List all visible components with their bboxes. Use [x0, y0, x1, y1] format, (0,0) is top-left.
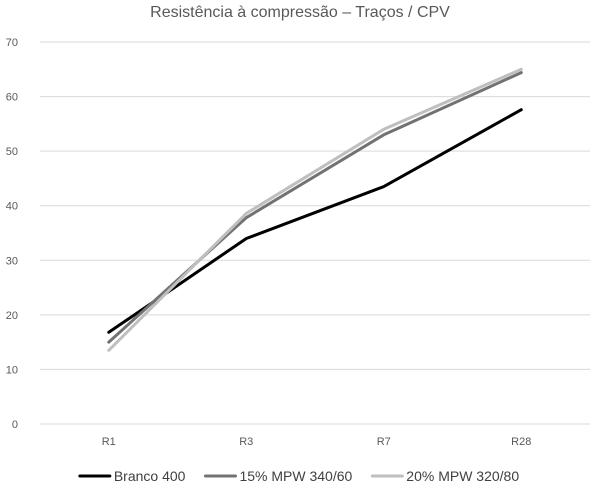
legend-item: 15% MPW 340/60	[203, 468, 353, 484]
series-lines	[107, 67, 523, 352]
x-tick-label: R28	[511, 436, 531, 448]
y-tick-label: 60	[6, 92, 18, 104]
legend-item: 20% MPW 320/80	[370, 468, 519, 484]
y-tick-label: 20	[6, 310, 18, 322]
y-tick-label: 40	[6, 201, 18, 213]
legend-label: 20% MPW 320/80	[406, 468, 519, 484]
chart-title: Resistência à compressão – Traços / CPV	[150, 4, 450, 21]
legend: Branco 400 15% MPW 340/60 20% MPW 320/80	[78, 468, 519, 484]
x-tick-label: R3	[239, 436, 253, 448]
series-line-3	[107, 67, 523, 352]
x-axis: R1 R3 R7 R28	[102, 436, 532, 448]
legend-label: Branco 400	[114, 468, 186, 484]
y-tick-label: 0	[12, 419, 18, 431]
y-tick-label: 70	[6, 37, 18, 49]
y-tick-label: 30	[6, 255, 18, 267]
gridlines	[40, 41, 590, 425]
y-tick-label: 10	[6, 364, 18, 376]
series-line-1	[107, 108, 523, 334]
x-tick-label: R1	[102, 436, 116, 448]
series-line-2	[107, 71, 523, 344]
legend-item: Branco 400	[78, 468, 186, 484]
legend-label: 15% MPW 340/60	[239, 468, 352, 484]
x-tick-label: R7	[377, 436, 391, 448]
y-tick-label: 50	[6, 146, 18, 158]
y-axis: 0 10 20 30 40 50 60 70	[6, 37, 18, 431]
